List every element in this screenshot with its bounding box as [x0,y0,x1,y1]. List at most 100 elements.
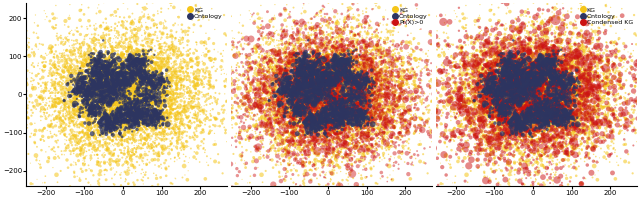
Point [346,139,356,142]
Point [518,113,529,116]
Point [79,64,89,67]
Point [156,46,166,49]
Point [542,61,552,64]
Point [507,89,517,93]
Point [464,68,474,71]
Point [114,80,124,84]
Point [216,111,227,115]
Point [339,119,349,122]
Point [182,123,193,127]
Point [45,68,56,71]
Point [529,94,539,97]
Point [120,55,130,59]
Point [540,98,550,101]
Point [516,125,527,128]
Point [289,123,299,126]
Point [313,72,323,75]
Point [132,128,142,131]
Point [130,72,140,75]
Point [308,82,319,85]
Point [111,71,122,74]
Point [80,75,90,78]
Point [148,105,158,108]
Point [309,59,319,62]
Point [346,82,356,85]
Point [498,61,508,64]
Point [481,79,491,82]
Point [150,96,160,99]
Point [133,193,143,196]
Point [506,60,516,63]
Point [508,56,518,59]
Point [300,102,310,105]
Point [487,123,497,126]
Point [575,84,585,87]
Point [307,136,317,139]
Point [509,106,520,109]
Point [310,87,321,90]
Point [476,106,486,109]
Point [128,99,138,102]
Point [536,78,547,81]
Point [129,166,139,169]
Point [145,95,156,99]
Point [323,94,333,97]
Point [543,125,554,128]
Point [391,147,401,150]
Point [337,106,347,109]
Point [532,99,543,102]
Point [99,1,109,4]
Point [493,164,504,167]
Point [75,113,85,116]
Point [335,121,346,124]
Point [380,78,390,81]
Point [295,64,305,68]
Point [341,77,351,80]
Point [493,74,504,77]
Point [274,121,284,124]
Point [330,102,340,105]
Point [368,116,378,120]
Point [495,65,505,68]
Point [481,123,491,126]
Point [397,77,407,80]
Point [98,135,108,139]
Point [521,120,531,123]
Point [341,105,351,108]
Point [278,89,288,92]
Point [308,116,318,120]
Point [355,74,365,77]
Point [132,60,143,63]
Point [328,73,339,77]
Point [75,123,85,126]
Point [489,157,499,160]
Point [166,33,177,37]
Point [78,76,88,79]
Point [131,118,141,122]
Point [64,107,74,110]
Point [164,99,175,102]
Point [477,148,487,151]
Point [265,83,275,86]
Point [360,83,371,86]
Point [343,82,353,85]
Point [557,67,568,71]
Point [217,122,227,125]
Point [141,63,151,66]
Point [344,76,355,79]
Point [515,179,525,183]
Point [278,49,289,52]
Point [308,86,318,89]
Point [522,84,532,87]
Point [610,148,620,152]
Point [588,116,598,119]
Point [372,112,382,115]
Point [317,79,328,82]
Point [551,109,561,112]
Point [294,38,305,42]
Point [525,107,536,110]
Point [138,49,148,52]
Point [473,19,483,22]
Point [457,100,467,103]
Point [147,60,157,64]
